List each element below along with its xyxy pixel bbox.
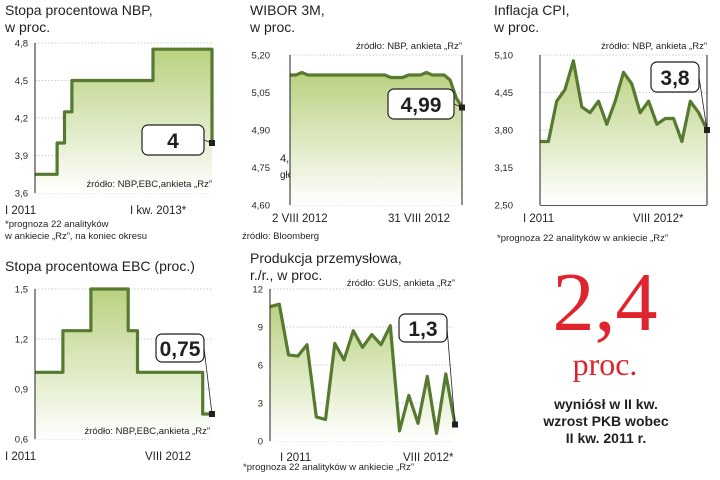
y-tick-label: 1,2 [15, 335, 28, 346]
series-area [270, 304, 455, 441]
y-tick-label: 3,9 [15, 151, 28, 162]
source-label: źródło: NBP, ankieta „Rz” [601, 41, 707, 52]
gdp-highlight: 2,4 proc. wyniósł w II kw. wzrost PKB wo… [500, 258, 720, 480]
callout-leader [698, 76, 708, 131]
chart-title: Stopa procentowa EBC (proc.) [5, 258, 195, 274]
gdp-highlight-caption-3: II kw. 2011 r. [565, 430, 647, 446]
series-line [269, 302, 457, 435]
chart-title: WIBOR 3M, [250, 2, 325, 18]
callout-leader [453, 103, 463, 108]
x-tick-label: 31 VIII 2012 [388, 213, 450, 225]
x-tick-label: VIII 2012* [403, 452, 454, 464]
y-tick-label: 3,80 [495, 126, 514, 137]
y-tick-label: 4,90 [252, 126, 271, 137]
footnote: w ankiecie „Rz”, na koniec okresu [4, 231, 147, 242]
y-tick-label: 3,15 [495, 163, 514, 174]
y-tick-label: 4,60 [252, 201, 271, 212]
chart-industrial-production-plot: 12 9 6 3 0 1,3 źródło: GUS, ankieta „Rz” I 2011… [243, 278, 458, 473]
callout-leader [446, 327, 456, 425]
y-tick-label: 0 [258, 437, 263, 448]
y-tick-label: 5,10 [495, 51, 514, 62]
chart-subtitle: w proc. [494, 19, 540, 35]
y-tick-label: 5,05 [252, 88, 271, 99]
source-label: źródło: GUS, ankieta „Rz” [347, 278, 455, 289]
callout-value: 4,99 [401, 94, 442, 117]
chart-subtitle: w proc. [5, 19, 51, 35]
footnote: *prognoza 22 analityków w ankiecie „Rz” [243, 462, 414, 473]
chart-title: Produkcja przemysłowa, [250, 250, 402, 266]
source-label: źródło: NBP,EBC,ankieta „Rz” [87, 179, 213, 190]
callout-value: 1,3 [408, 318, 437, 341]
gdp-highlight-value: 2,4 [552, 256, 658, 349]
gdp-highlight-caption-1: wyniósł w II kw. [554, 396, 658, 412]
chart-subtitle: w proc. [250, 19, 296, 35]
series-line [35, 47, 214, 176]
source-label: źródło: NBP, ankieta „Rz” [356, 41, 462, 52]
y-tick-label: 1,5 [15, 285, 28, 296]
chart-ecb-rate-plot: 1,5 1,2 0,9 0,6 0,75 źródło: NBP,EBC,ankieta … [5, 285, 215, 463]
y-tick-label: 4,45 [495, 88, 514, 99]
callout-leader [203, 139, 213, 144]
series-area [35, 289, 212, 439]
x-tick-label: I 2011 [5, 205, 36, 217]
x-tick-label: I kw. 2013* [130, 205, 187, 217]
x-tick-label: 2 VIII 2012 [272, 213, 328, 225]
footnote: *prognoza 22 analityków [5, 219, 109, 230]
x-tick-label: VIII 2012 [145, 451, 191, 463]
chart-title: Inflacja CPI, [494, 2, 570, 18]
callout-box [650, 61, 700, 93]
y-tick-label: 4,8 [15, 39, 28, 50]
footnote: *prognoza 22 analityków w ankiecie „Rz” [497, 233, 668, 244]
y-tick-label: 3 [258, 399, 263, 410]
y-tick-label: 9 [258, 323, 263, 334]
chart-wibor: WIBOR 3M, w proc. 5,20 5,05 4,90 4,75 4,60 4,… [240, 0, 480, 245]
chart-subtitle: r./r., w proc. [250, 267, 323, 283]
y-tick-label: 2,50 [495, 201, 514, 212]
chart-industrial-production: Produkcja przemysłowa, r./r., w proc. 12… [235, 248, 470, 480]
series-line [290, 70, 464, 109]
series-line [35, 287, 212, 416]
series-line [540, 59, 709, 144]
y-tick-label: 6 [258, 361, 263, 372]
y-tick-label: 3,6 [15, 189, 28, 200]
x-tick-label: VIII 2012* [633, 213, 684, 225]
y-tick-label: 0,9 [15, 385, 28, 396]
x-tick-label: I 2011 [280, 452, 311, 464]
chart-wibor-plot: 5,205,054,904,754,604,75 proc.główna sto… [242, 41, 465, 242]
callout-box [141, 124, 205, 156]
y-tick-label: 12 [252, 285, 263, 296]
y-tick-label: 4,5 [15, 76, 28, 87]
callout-value: 4 [167, 130, 179, 153]
y-tick-label: 0,6 [15, 435, 28, 446]
chart-nbp-rate-plot: 4,8 4,5 4,2 3,9 3,6 4 źródło: NBP,EBC,ankieta … [4, 39, 215, 242]
y-tick-label: 5,20 [252, 51, 271, 62]
series-area [35, 49, 212, 194]
gdp-highlight-unit: proc. [572, 346, 638, 382]
y-tick-label: 4,75 [252, 163, 271, 174]
callout-box [398, 313, 448, 343]
series-area [540, 60, 707, 205]
x-tick-label: I 2011 [523, 213, 554, 225]
chart-ecb-rate: Stopa procentowa EBC (proc.) 1,5 1,2 0,9 0,… [0, 252, 235, 480]
source-label-secondary: źródło: Bloomberg [242, 231, 319, 242]
chart-cpi: Inflacja CPI, w proc. 5,10 4,45 3,80 3,15 2,… [485, 0, 720, 245]
chart-title: Stopa procentowa NBP, [5, 2, 153, 18]
gdp-highlight-caption-2: wzrost PKB wobec [543, 413, 669, 429]
chart-nbp-rate: Stopa procentowa NBP, w proc. 4,8 4,5 4,2 3… [0, 0, 235, 245]
callout-box [387, 88, 455, 120]
callout-leader [203, 347, 213, 415]
callout-value: 0,75 [160, 338, 201, 361]
chart-cpi-plot: 5,104,453,803,152,502,5 proc.cel inflacy… [495, 41, 710, 244]
source-label: źródło: NBP,EBC,ankieta „Rz” [85, 426, 211, 437]
y-tick-label: 4,2 [15, 114, 28, 125]
x-tick-label: I 2011 [5, 451, 36, 463]
callout-box [155, 333, 205, 363]
callout-value: 3,8 [660, 67, 690, 90]
